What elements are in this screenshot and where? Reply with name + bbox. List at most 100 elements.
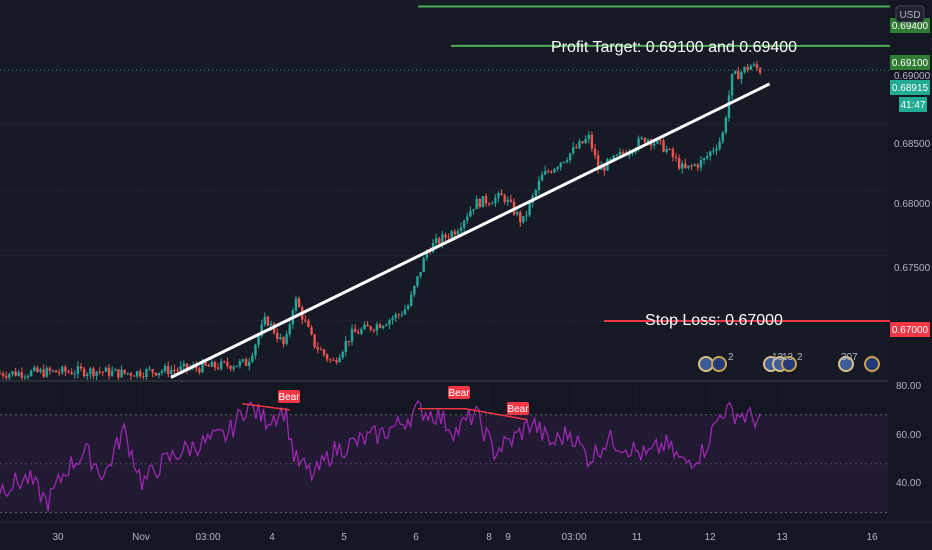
candle-body [715, 148, 718, 151]
candle-body [381, 325, 385, 328]
candle-body [394, 314, 397, 319]
candle-body [266, 316, 270, 326]
candle-body [235, 365, 238, 367]
candle-body [232, 366, 235, 370]
candle-body [282, 337, 285, 344]
candle-body [117, 369, 120, 378]
candle-body [462, 220, 466, 228]
candle-body [752, 64, 756, 66]
candle-body [671, 149, 675, 158]
candle-body [179, 366, 182, 371]
candle-body [238, 361, 242, 366]
candle-body [182, 363, 186, 367]
candle-body [366, 324, 369, 327]
candle-body [207, 365, 210, 367]
candle-body [57, 372, 61, 374]
candle-body [313, 334, 316, 348]
candle-body [204, 362, 207, 366]
candle-body [347, 341, 351, 343]
rsi-tick-60: 60.00 [896, 430, 921, 441]
candle-body [593, 148, 597, 156]
bear-label-1[interactable]: Bear [278, 390, 300, 403]
time-tick: 11 [632, 532, 643, 543]
time-tick: 9 [505, 532, 511, 543]
candle-body [537, 180, 541, 191]
candle-body [472, 209, 475, 211]
candle-body [746, 67, 749, 70]
stop-loss-annotation[interactable]: Stop Loss: 0.67000 [645, 312, 783, 329]
candle-body [740, 72, 743, 80]
candle-body [170, 369, 173, 375]
candle-body [263, 316, 266, 325]
candle-body [70, 372, 73, 375]
candle-body [223, 361, 226, 363]
currency-button-label[interactable]: USD [899, 10, 920, 21]
candle-body [257, 336, 260, 345]
candle-body [662, 140, 665, 152]
candle-body [173, 369, 176, 371]
candle-body [385, 324, 388, 326]
candle-body [621, 152, 625, 154]
candle-body [491, 203, 494, 205]
candle-body [459, 227, 463, 232]
event-count-5: 307 [841, 352, 858, 363]
candle-body [503, 195, 506, 202]
candle-body [42, 369, 45, 377]
candle-body [618, 152, 622, 155]
bear-label-2[interactable]: Bear [448, 386, 470, 399]
candle-body [734, 71, 737, 74]
candle-body [39, 369, 42, 372]
time-tick: 4 [269, 532, 275, 543]
candle-body [699, 160, 703, 168]
candle-body [5, 376, 8, 378]
candle-body [304, 319, 307, 321]
candle-body [705, 156, 709, 159]
candlestick-series[interactable] [0, 60, 762, 380]
time-axis[interactable]: 30 Nov 03:00 4 5 6 8 9 03:00 11 12 13 16 [52, 532, 878, 543]
candle-body [737, 71, 740, 80]
rsi-pane[interactable] [0, 399, 888, 514]
candle-body [615, 154, 619, 156]
profit-target-annotation[interactable]: Profit Target: 0.69100 and 0.69400 [551, 39, 797, 56]
candle-body [244, 359, 248, 366]
candle-body [322, 349, 326, 355]
candle-body [572, 147, 575, 154]
candle-body [132, 375, 136, 377]
rsi-axis[interactable]: 80.00 60.00 40.00 [896, 381, 921, 489]
candle-body [145, 369, 148, 378]
bear-label-3[interactable]: Bear [507, 402, 529, 415]
candle-body [556, 167, 559, 169]
candle-body [528, 203, 531, 216]
candle-body [372, 329, 376, 331]
candle-body [338, 357, 341, 363]
candle-body [23, 376, 27, 378]
candle-body [157, 372, 161, 376]
price-tick-1: 0.68500 [894, 139, 931, 150]
candle-body [550, 171, 553, 173]
candle-body [637, 138, 640, 149]
rsi-series-line [0, 399, 761, 512]
candle-body [584, 138, 587, 144]
rsi-tick-80: 80.00 [896, 381, 921, 392]
candle-body [743, 67, 746, 73]
candle-body [11, 371, 14, 375]
support-trendline[interactable] [170, 82, 771, 379]
price-axis[interactable]: 0.68500 0.68000 0.67500 0.69000 0.69400 … [890, 5, 931, 337]
time-tick: 8 [486, 532, 492, 543]
candle-body [540, 174, 544, 181]
candle-body [643, 137, 647, 143]
candle-body [422, 258, 425, 273]
events-row[interactable]: 2 13 13 2 307 [698, 352, 880, 372]
currency-button[interactable] [895, 5, 925, 23]
candle-body [219, 361, 223, 369]
candle-body [687, 165, 690, 168]
candle-body [696, 164, 700, 168]
time-tick: 30 [52, 532, 64, 543]
candle-body [693, 164, 696, 166]
candle-body [29, 370, 33, 376]
candle-body [294, 298, 298, 311]
candle-body [543, 170, 547, 175]
candle-body [475, 198, 478, 210]
candle-body [727, 95, 731, 118]
